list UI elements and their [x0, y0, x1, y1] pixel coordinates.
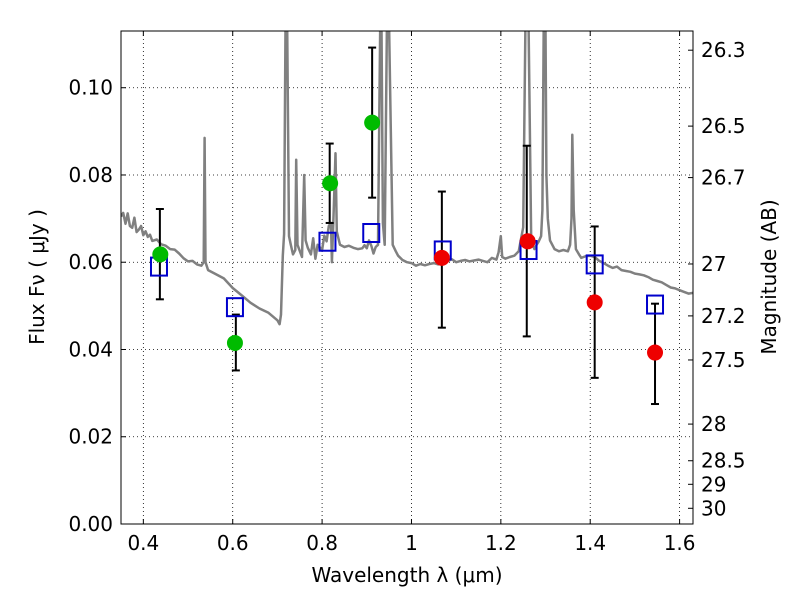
model-square	[585, 254, 604, 275]
model-square	[362, 222, 381, 243]
y-tick-label: 0.06	[68, 250, 113, 274]
data-point	[226, 334, 243, 351]
spectrum-line	[121, 31, 693, 326]
model-square	[318, 231, 337, 252]
y2-axis-label: Magnitude (AB)	[757, 199, 781, 354]
data-point	[322, 175, 339, 192]
y-tick-label: 0.08	[68, 163, 113, 187]
data-point	[519, 233, 536, 250]
y2-tick-label: 26.7	[701, 166, 746, 190]
grid	[121, 31, 693, 524]
x-tick-label: 0.6	[217, 531, 249, 555]
y-tick-label: 0.04	[68, 337, 113, 361]
x-tick-label: 1	[405, 531, 418, 555]
y-axis-ticks: 0.00 0.02 0.04 0.06 0.08 0.10	[68, 76, 126, 536]
y-tick-label: 0.10	[68, 76, 113, 100]
y2-tick-label: 27.5	[701, 348, 746, 372]
x-axis-label: Wavelength λ (μm)	[311, 563, 502, 587]
model-spectrum	[121, 31, 693, 326]
x-axis-ticks: 0.4 0.6 0.8 1 1.2 1.4 1.6	[127, 31, 696, 555]
y2-tick-label: 26.5	[701, 114, 746, 138]
y-axis-label: Flux Fν ( μJy )	[25, 209, 49, 345]
y2-tick-label: 30	[701, 496, 726, 520]
x-tick-label: 0.8	[306, 531, 338, 555]
data-point	[586, 294, 603, 311]
x-tick-label: 1.6	[664, 531, 696, 555]
data-point	[152, 246, 169, 263]
y2-tick-label: 27.2	[701, 304, 746, 328]
model-square	[225, 297, 244, 318]
y2-tick-label: 28.5	[701, 449, 746, 473]
y2-tick-label: 28	[701, 412, 726, 436]
x-tick-label: 1.2	[485, 531, 517, 555]
y2-tick-label: 29	[701, 472, 726, 496]
x-tick-label: 0.4	[127, 531, 159, 555]
data-point	[433, 249, 450, 266]
x-tick-label: 1.4	[574, 531, 606, 555]
y-tick-label: 0.02	[68, 425, 113, 449]
y2-tick-label: 27	[701, 252, 726, 276]
model-square	[646, 294, 665, 315]
y2-tick-label: 26.3	[701, 38, 746, 62]
y-tick-label: 0.00	[68, 512, 113, 536]
plot-background	[121, 31, 693, 524]
markers	[149, 114, 665, 361]
plot-frame	[120, 30, 694, 525]
data-point	[364, 114, 381, 131]
data-point	[647, 344, 664, 361]
